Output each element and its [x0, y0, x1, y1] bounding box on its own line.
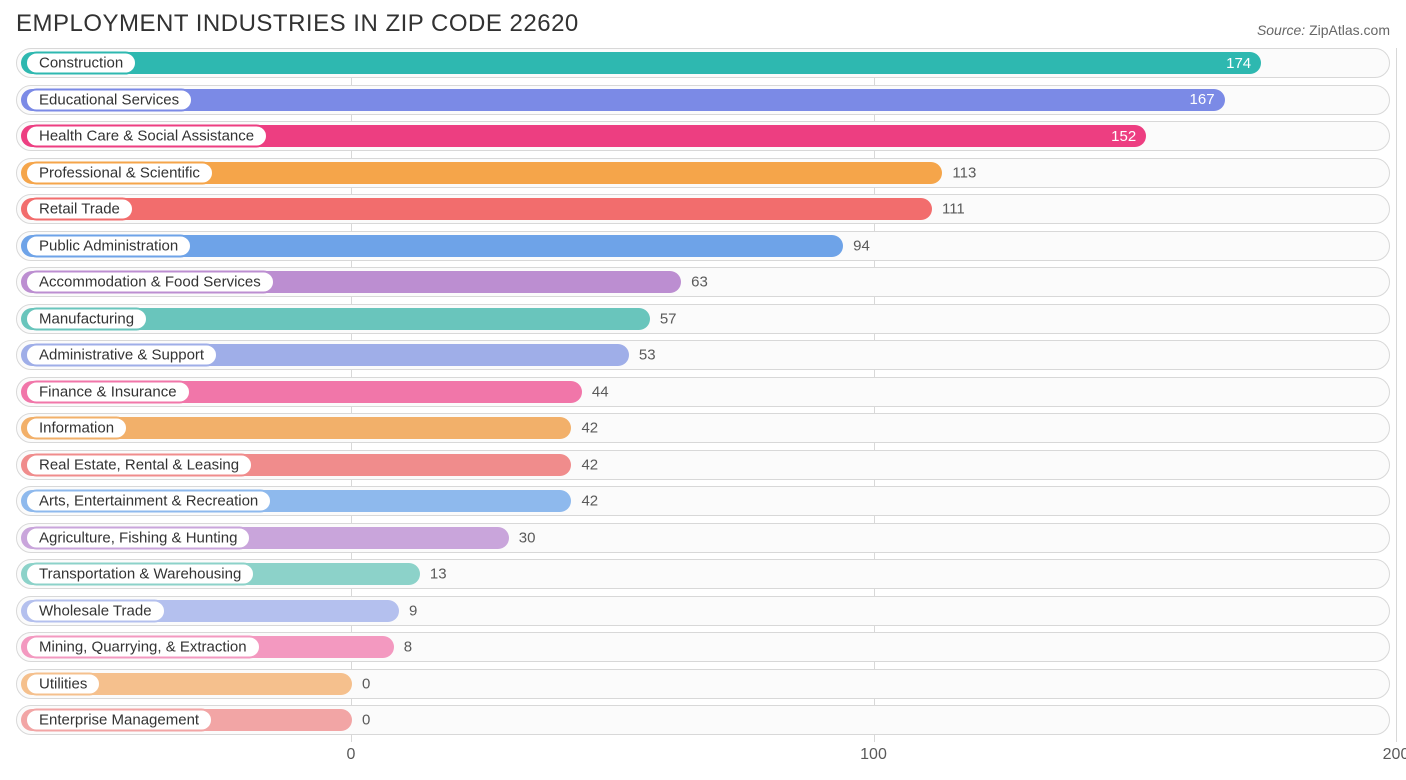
- bar-label: Enterprise Management: [25, 709, 213, 732]
- bar-label: Health Care & Social Assistance: [25, 125, 268, 148]
- bar-label: Real Estate, Rental & Leasing: [25, 453, 253, 476]
- source-attribution: Source: ZipAtlas.com: [1257, 22, 1390, 38]
- bar-value: 44: [592, 383, 609, 400]
- bar-value: 42: [581, 456, 598, 473]
- bar-label: Administrative & Support: [25, 344, 218, 367]
- bar-value: 111: [942, 201, 965, 218]
- axis-tick: 0: [347, 746, 356, 764]
- bar-label: Agriculture, Fishing & Hunting: [25, 526, 251, 549]
- bar: 167: [21, 89, 1225, 111]
- bar-row: Wholesale Trade 9: [16, 596, 1390, 626]
- bar-row: 167Educational Services: [16, 85, 1390, 115]
- axis-tick: 200: [1383, 746, 1406, 764]
- bar-row: Transportation & Warehousing 13: [16, 559, 1390, 589]
- bar: 174: [21, 52, 1261, 74]
- bar-label: Manufacturing: [25, 307, 148, 330]
- bar-value: 42: [581, 493, 598, 510]
- bar-row: Information 42: [16, 413, 1390, 443]
- bar-value: 0: [362, 675, 370, 692]
- gridline: [1396, 48, 1397, 742]
- axis-tick: 100: [860, 746, 887, 764]
- bar-row: Enterprise Management 0: [16, 705, 1390, 735]
- source-label: Source:: [1257, 22, 1305, 38]
- bar-row: Manufacturing 57: [16, 304, 1390, 334]
- bar-row: Finance & Insurance 44: [16, 377, 1390, 407]
- bar-value: 113: [952, 164, 976, 181]
- bar-label: Educational Services: [25, 88, 193, 111]
- bar-value: 63: [691, 274, 708, 291]
- bar-value: 9: [409, 602, 417, 619]
- bar-label: Finance & Insurance: [25, 380, 191, 403]
- bar-label: Utilities: [25, 672, 101, 695]
- bar-row: Agriculture, Fishing & Hunting 30: [16, 523, 1390, 553]
- bar-row: Professional & Scientific 113: [16, 158, 1390, 188]
- source-name: ZipAtlas.com: [1309, 22, 1390, 38]
- bar-row: Arts, Entertainment & Recreation 42: [16, 486, 1390, 516]
- bar-label: Professional & Scientific: [25, 161, 214, 184]
- bar-label: Construction: [25, 52, 137, 75]
- bar: [21, 198, 932, 220]
- x-axis: 0100200: [16, 742, 1390, 770]
- bar-label: Transportation & Warehousing: [25, 563, 255, 586]
- bar-row: Accommodation & Food Services 63: [16, 267, 1390, 297]
- chart-title: EMPLOYMENT INDUSTRIES IN ZIP CODE 22620: [16, 10, 579, 38]
- bar-value: 13: [430, 566, 447, 583]
- bar-value: 57: [660, 310, 677, 327]
- bar-label: Retail Trade: [25, 198, 134, 221]
- bar-row: Real Estate, Rental & Leasing 42: [16, 450, 1390, 480]
- bar-row: 174Construction: [16, 48, 1390, 78]
- bar-label: Public Administration: [25, 234, 192, 257]
- bar-value: 0: [362, 712, 370, 729]
- bar-row: Utilities 0: [16, 669, 1390, 699]
- bar-row: Administrative & Support 53: [16, 340, 1390, 370]
- bar-label: Mining, Quarrying, & Extraction: [25, 636, 261, 659]
- bar-label: Accommodation & Food Services: [25, 271, 275, 294]
- bar-row: 152Health Care & Social Assistance: [16, 121, 1390, 151]
- bar-value: 30: [519, 529, 536, 546]
- bar-chart: 174Construction 167Educational Services 15…: [16, 48, 1390, 770]
- bar-value: 8: [404, 639, 412, 656]
- bar-value: 94: [853, 237, 870, 254]
- bar-row: Mining, Quarrying, & Extraction 8: [16, 632, 1390, 662]
- bar-label: Wholesale Trade: [25, 599, 166, 622]
- bar-label: Arts, Entertainment & Recreation: [25, 490, 272, 513]
- bar-row: Public Administration 94: [16, 231, 1390, 261]
- bar-value: 42: [581, 420, 598, 437]
- bar-value: 53: [639, 347, 656, 364]
- bar-row: Retail Trade 111: [16, 194, 1390, 224]
- bar-label: Information: [25, 417, 128, 440]
